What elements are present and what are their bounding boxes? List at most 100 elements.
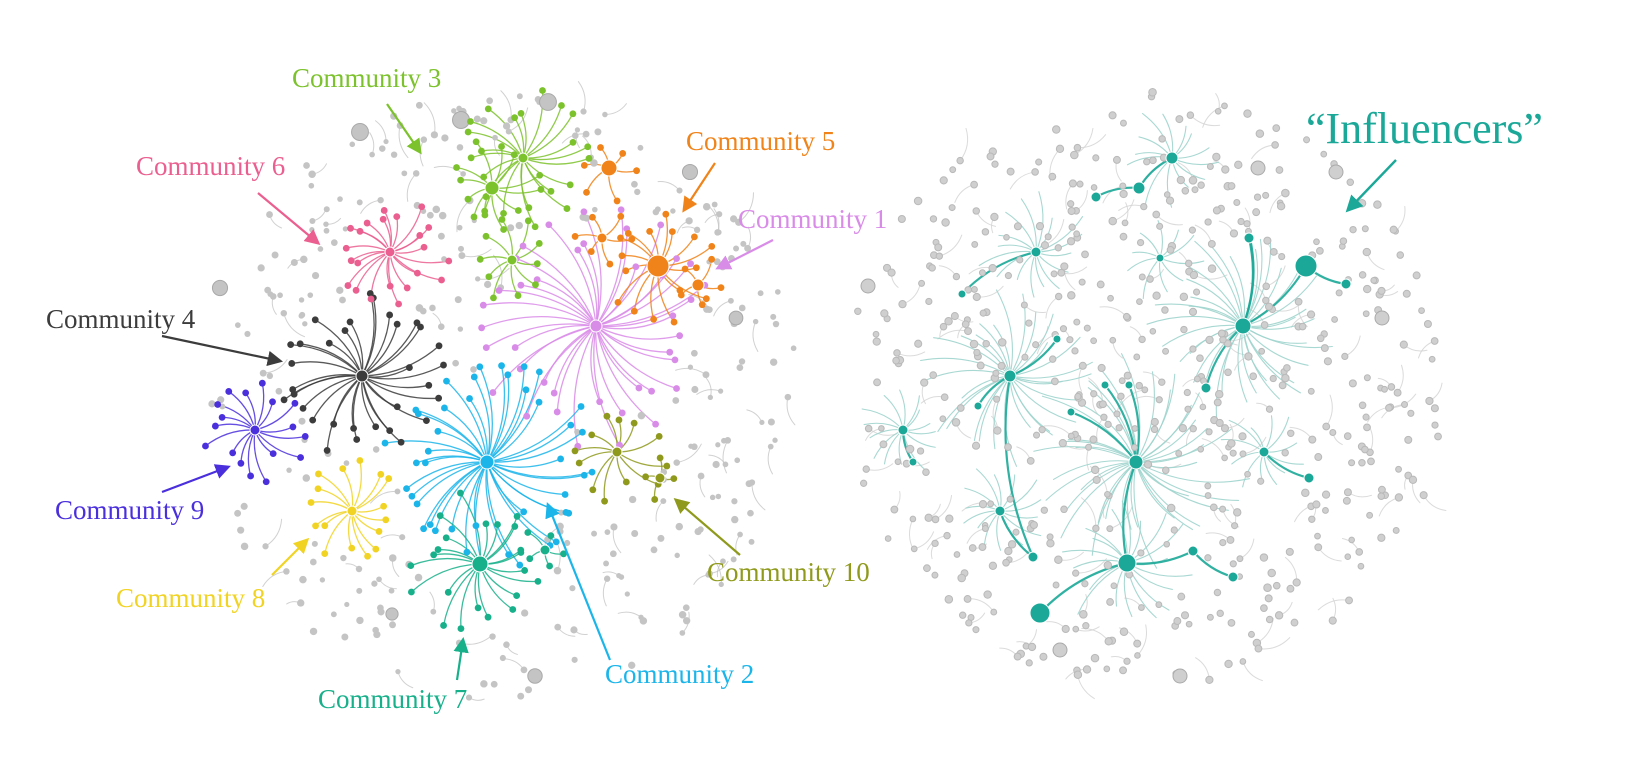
background-node — [317, 246, 324, 252]
community-node — [380, 502, 388, 510]
background-node — [1249, 372, 1258, 381]
background-node — [707, 394, 714, 401]
background-node — [737, 531, 743, 538]
background-node — [1425, 396, 1434, 406]
background-node — [657, 534, 665, 542]
background-node — [1123, 657, 1131, 665]
community-node — [587, 248, 595, 255]
background-node — [953, 551, 961, 558]
background-node — [486, 97, 493, 105]
background-node — [1224, 659, 1233, 669]
left-nodes — [208, 93, 797, 701]
background-node — [747, 509, 754, 517]
background-node — [973, 348, 981, 357]
background-node — [894, 458, 902, 466]
community-node — [489, 389, 497, 396]
background-node — [1418, 307, 1425, 314]
background-node — [452, 111, 470, 129]
community-node — [482, 193, 490, 201]
background-node — [1044, 233, 1052, 241]
background-node — [1212, 206, 1221, 215]
background-node — [736, 364, 744, 372]
community-label-c9: Community 9 — [55, 495, 204, 525]
community-node — [687, 296, 695, 304]
background-node — [674, 552, 680, 559]
community-node — [426, 521, 434, 529]
community-node — [642, 473, 650, 481]
community-node — [440, 361, 447, 369]
community-arrow — [453, 636, 469, 681]
community-node — [354, 259, 362, 267]
background-node — [702, 371, 710, 379]
background-node — [1308, 515, 1316, 523]
background-node — [1040, 506, 1049, 514]
community-node — [676, 332, 684, 340]
background-node — [1272, 581, 1281, 590]
background-node — [1038, 425, 1046, 434]
community-node — [417, 323, 424, 331]
background-node — [1161, 306, 1169, 314]
background-node — [1137, 549, 1145, 557]
background-node — [520, 666, 528, 674]
background-node — [988, 264, 997, 273]
background-node — [1189, 425, 1197, 433]
background-node — [1082, 622, 1090, 630]
background-node — [1103, 560, 1113, 570]
community-node — [624, 229, 632, 237]
background-node — [1226, 536, 1235, 544]
background-node — [1040, 241, 1050, 250]
influencer-node — [1052, 334, 1062, 344]
community-node — [309, 416, 317, 424]
community-node — [589, 486, 597, 494]
background-node — [1133, 353, 1141, 361]
community-hub — [589, 319, 603, 333]
background-node — [872, 330, 880, 338]
influencer-node — [897, 424, 909, 436]
community-node — [482, 232, 490, 240]
community-node — [537, 186, 545, 193]
community-node — [296, 340, 304, 348]
influencer-node — [1029, 602, 1051, 624]
background-node — [718, 388, 724, 394]
influencer-node — [1303, 472, 1315, 484]
background-node — [1215, 418, 1224, 428]
left-network-panel — [202, 81, 797, 701]
background-node — [1071, 347, 1079, 355]
community-node — [406, 364, 413, 371]
background-node — [1188, 176, 1198, 185]
background-node — [1092, 524, 1100, 533]
background-node — [1362, 413, 1370, 421]
background-node — [740, 240, 747, 247]
background-node — [1115, 424, 1123, 432]
community-node — [588, 431, 596, 439]
community-node — [344, 282, 352, 289]
community-node — [504, 371, 512, 379]
community-node — [526, 555, 534, 563]
community-label-c5: Community 5 — [686, 126, 835, 156]
background-node — [1348, 459, 1356, 467]
background-node — [499, 654, 506, 662]
background-node — [728, 310, 744, 326]
background-node — [1051, 377, 1059, 386]
background-node — [454, 296, 462, 304]
background-node — [299, 311, 306, 318]
influencers-arrow — [1345, 159, 1397, 213]
background-node — [1216, 609, 1224, 618]
background-node — [678, 610, 687, 619]
background-node — [944, 595, 954, 604]
background-node — [1237, 217, 1245, 226]
community-node — [617, 234, 624, 242]
background-node — [371, 580, 378, 587]
community-node — [363, 219, 371, 227]
background-node — [1285, 547, 1294, 556]
background-node — [267, 291, 274, 297]
background-node — [521, 609, 529, 617]
background-node — [339, 296, 346, 304]
community-node — [425, 381, 433, 389]
community-arrow — [545, 502, 612, 661]
background-node — [1374, 310, 1390, 326]
background-node — [1073, 318, 1081, 326]
community-node — [397, 438, 405, 446]
community-node — [673, 385, 680, 392]
background-node — [415, 101, 423, 109]
